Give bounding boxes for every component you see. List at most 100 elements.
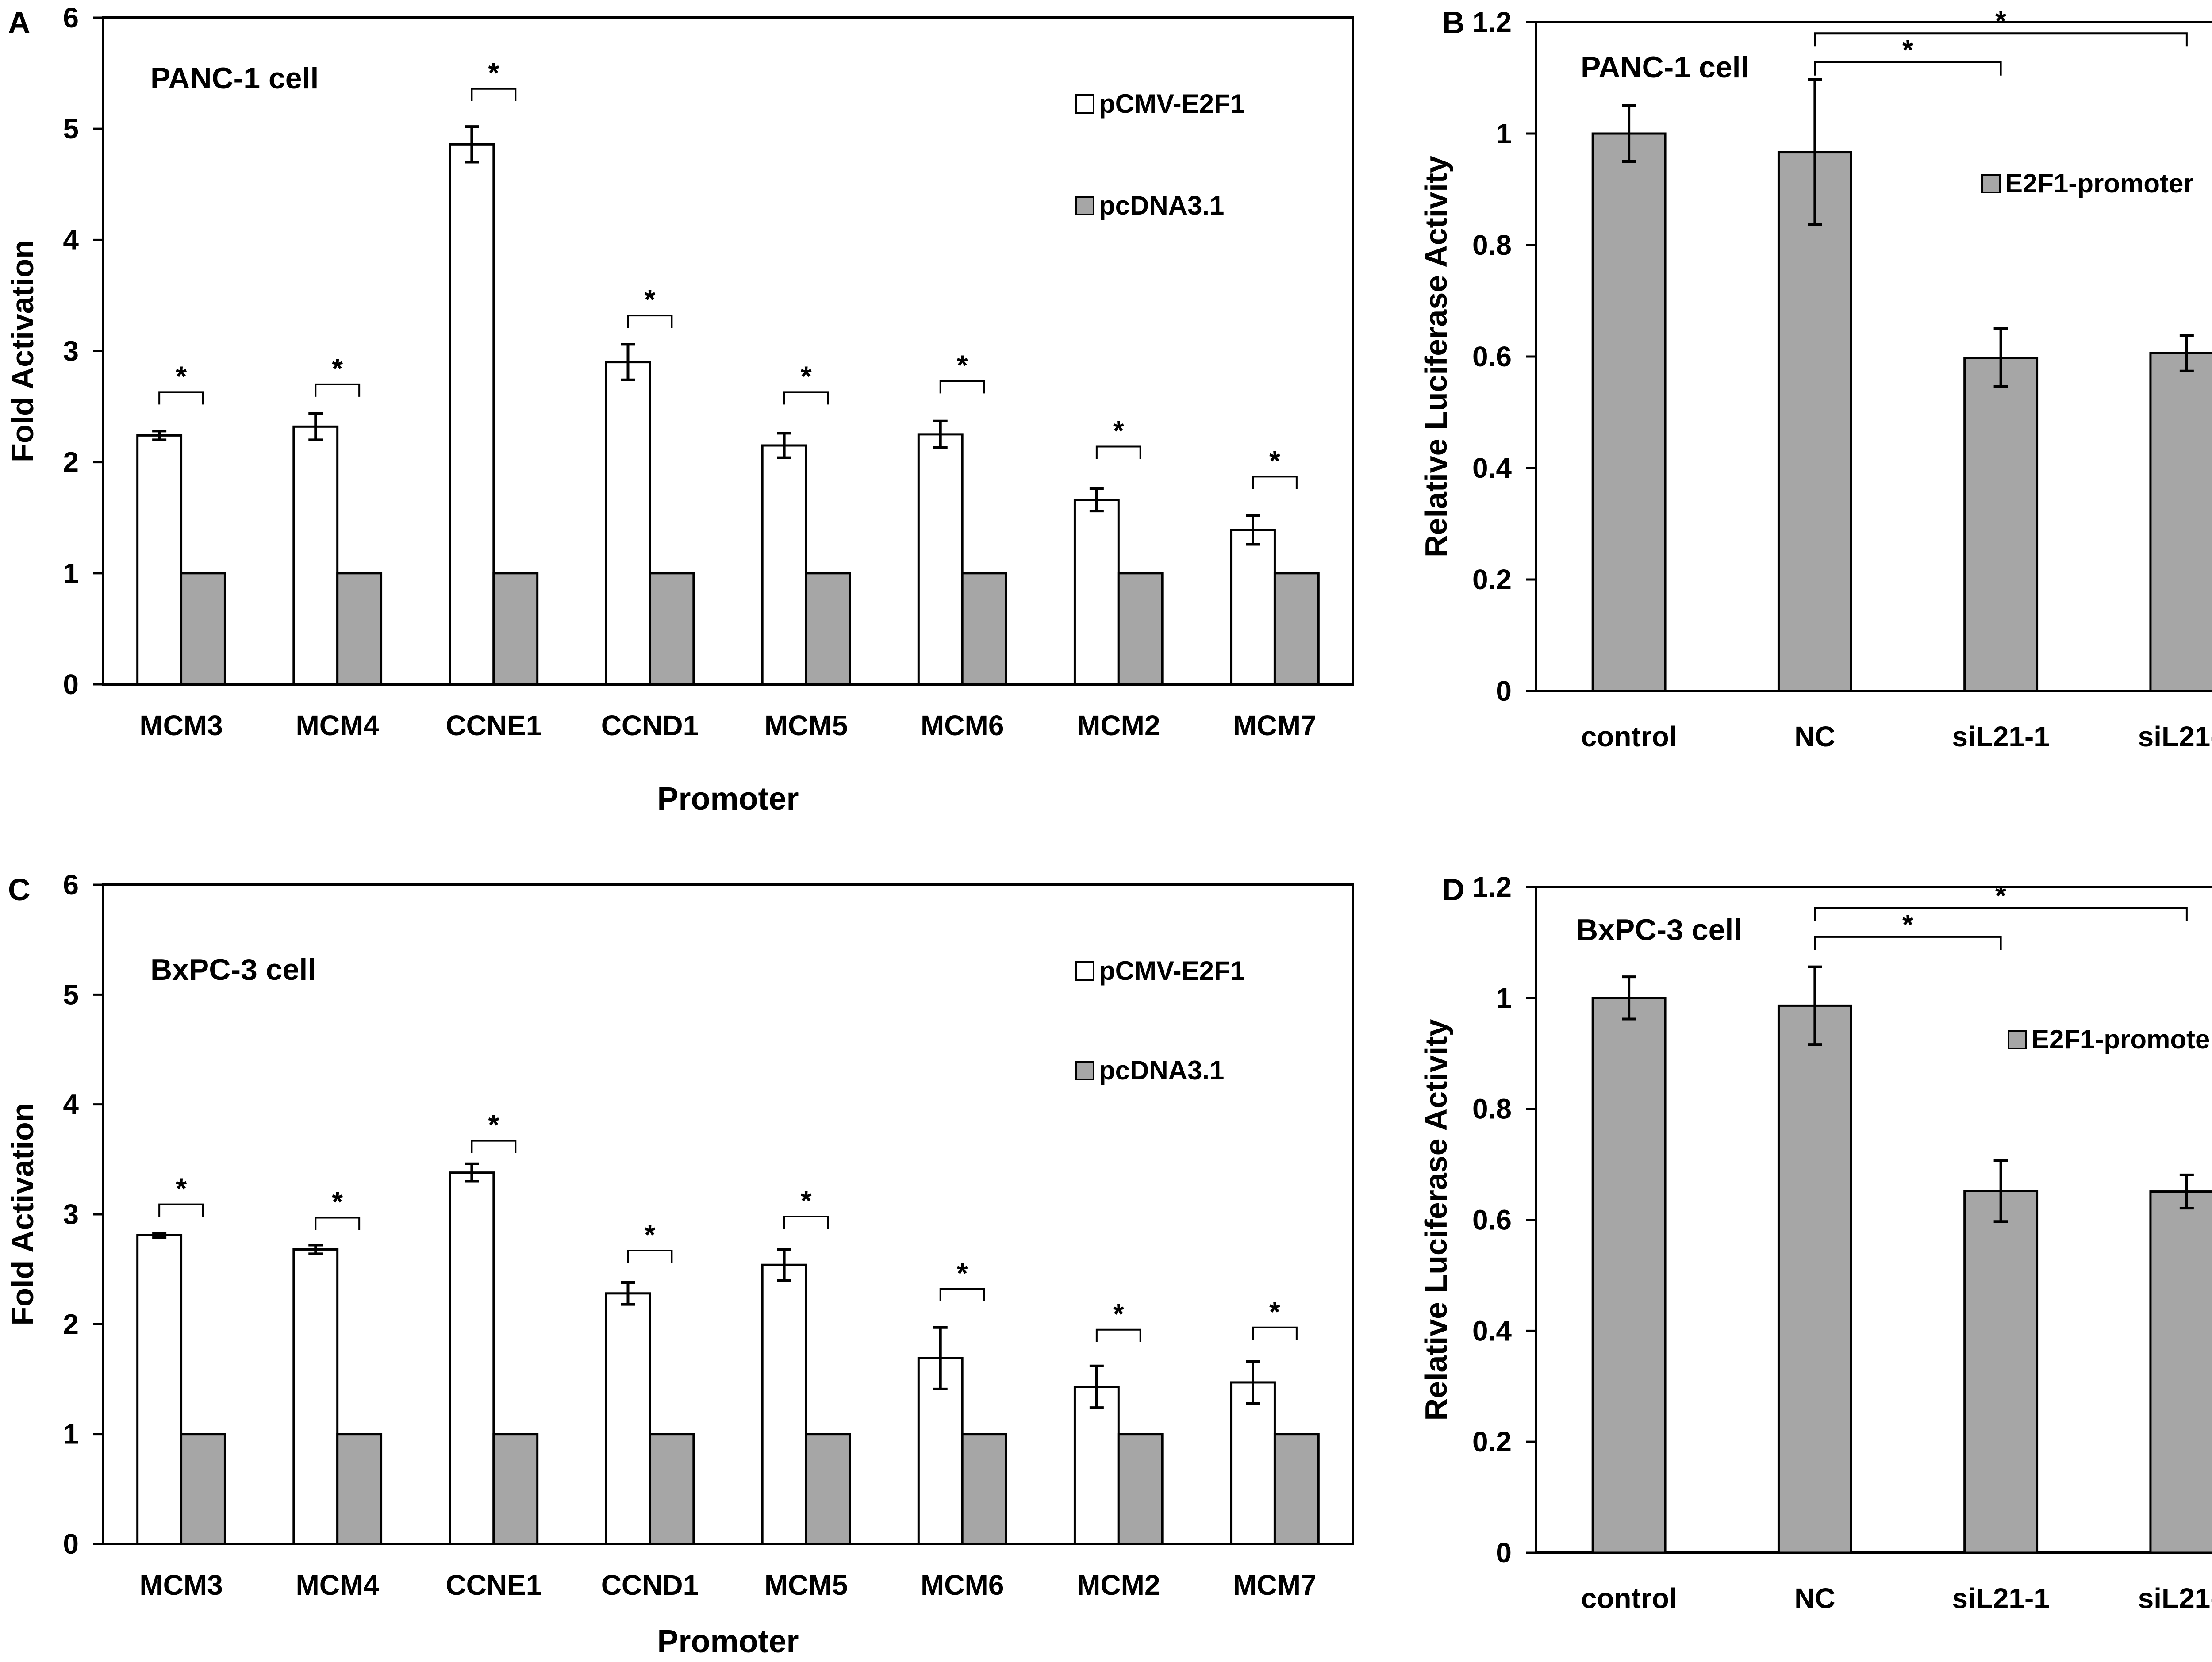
bracket-line [1814, 936, 2002, 950]
legend-entry: E2F1-promoter [1981, 169, 2194, 198]
error-bar [1808, 78, 1822, 226]
y-tick-label: 0.6 [1472, 1204, 1512, 1236]
bar-pcdna3-1-mcm7 [1273, 572, 1320, 686]
y-tick-label: 1 [63, 1418, 79, 1450]
y-axis-label: Fold Activation [5, 240, 40, 462]
y-tick-label: 0.8 [1472, 229, 1512, 261]
chart-panel-B: B 0 0.2 0.4 0.6 0.8 1 1.2 Relative Luciferase Ac… [1419, 5, 2212, 752]
error-bar [1622, 975, 1636, 1021]
bar-pcmv-e2f1-mcm2 [1073, 1386, 1120, 1545]
bracket-line [783, 391, 829, 405]
bracket-line [471, 1140, 517, 1153]
significance-star: * [332, 353, 343, 384]
significance-bracket: * [471, 1109, 517, 1153]
y-tick-label: 1.2 [1472, 871, 1512, 903]
legend-entry: E2F1-promoter [2008, 1025, 2212, 1054]
bracket-line [158, 1203, 204, 1217]
x-axis-label: Promoter [657, 1624, 799, 1659]
bar-pcdna3-1-mcm7 [1273, 1433, 1320, 1545]
bar-e2f1-promoter-sil21-2 [2149, 352, 2212, 692]
legend-entry: pCMV-E2F1 [1075, 956, 1245, 986]
legend-label: pcDNA3.1 [1099, 1056, 1224, 1085]
error-bar [1993, 327, 2008, 388]
legend-entry: pcDNA3.1 [1075, 191, 1224, 220]
error-bar [152, 430, 167, 441]
bar-e2f1-promoter-control [1591, 132, 1667, 692]
bracket-line [1814, 61, 2002, 76]
significance-star: * [488, 1109, 499, 1141]
legend-swatch [1075, 196, 1094, 215]
bar-pcmv-e2f1-ccne1 [449, 1171, 495, 1545]
legend-label: E2F1-promoter [2005, 169, 2194, 198]
significance-star: * [801, 360, 812, 392]
significance-bracket: * [1814, 880, 2188, 921]
error-bar [621, 343, 635, 381]
bar-pcdna3-1-mcm5 [805, 572, 851, 686]
bracket-line [1814, 907, 2188, 921]
significance-star: * [801, 1185, 812, 1217]
significance-bracket: * [315, 353, 361, 397]
bar-e2f1-promoter-control [1591, 997, 1667, 1554]
significance-star: * [1113, 1298, 1124, 1330]
bar-pcdna3-1-mcm2 [1117, 572, 1164, 686]
bar-pcmv-e2f1-mcm2 [1073, 499, 1120, 686]
legend-label: pcDNA3.1 [1099, 191, 1224, 220]
y-tick-label: 0.2 [1472, 1426, 1512, 1458]
significance-bracket: * [158, 1173, 204, 1217]
legend-label: pCMV-E2F1 [1099, 956, 1245, 986]
significance-star: * [957, 349, 968, 381]
bracket-line [939, 1288, 985, 1301]
significance-star: * [1995, 880, 2006, 912]
bar-pcdna3-1-mcm5 [805, 1433, 851, 1545]
y-tick-label: 1 [1496, 982, 1512, 1014]
error-bar [1808, 965, 1822, 1046]
x-tick-label: CCND1 [601, 710, 699, 741]
significance-bracket: * [939, 1257, 985, 1301]
panel-title: PANC-1 cell [1581, 50, 1749, 84]
bar-pcmv-e2f1-mcm3 [136, 1234, 183, 1545]
bracket-line [471, 88, 517, 101]
y-tick-label: 4 [63, 1089, 79, 1121]
x-tick-label: NC [1794, 1582, 1835, 1614]
error-bar [308, 412, 323, 441]
bracket-line [158, 391, 204, 405]
significance-star: * [1269, 1296, 1280, 1328]
bar-pcdna3-1-mcm3 [180, 1433, 226, 1545]
bar-e2f1-promoter-nc [1777, 151, 1852, 692]
significance-bracket: * [783, 360, 829, 405]
y-tick-label: 0.4 [1472, 452, 1512, 484]
bracket-line [783, 1215, 829, 1229]
error-bar [777, 432, 791, 459]
x-tick-label: MCM3 [139, 710, 223, 741]
x-tick-label: control [1581, 1582, 1677, 1614]
x-tick-label: siL21-2 [2138, 721, 2212, 752]
y-tick-label: 5 [63, 113, 79, 145]
legend-swatch [1075, 961, 1094, 981]
bar-pcmv-e2f1-mcm7 [1230, 529, 1276, 686]
significance-bracket: * [783, 1185, 829, 1229]
y-tick-label: 2 [63, 446, 79, 478]
bar-pcdna3-1-mcm4 [336, 1433, 383, 1545]
y-tick-label: 0 [1496, 1537, 1512, 1569]
y-tick-label: 6 [63, 869, 79, 901]
bracket-line [1252, 1326, 1298, 1340]
legend-label: E2F1-promoter [2032, 1025, 2212, 1054]
legend-label: pCMV-E2F1 [1099, 89, 1245, 119]
x-tick-label: CCNE1 [445, 1569, 541, 1601]
chart-panel-A: A 0 1 2 3 4 5 6 Fold Activation Promoter PANC-1 ce… [5, 2, 1354, 817]
error-bar [2179, 1173, 2194, 1210]
x-tick-label: MCM6 [921, 710, 1004, 741]
bar-e2f1-promoter-sil21-1 [1963, 357, 2039, 692]
error-bar [308, 1244, 323, 1255]
bar-pcmv-e2f1-ccnd1 [605, 361, 651, 686]
error-bar [933, 1326, 948, 1390]
significance-bracket: * [627, 284, 673, 328]
legend-swatch [1981, 174, 2001, 193]
significance-star: * [1902, 34, 1913, 66]
significance-bracket: * [939, 349, 985, 394]
y-tick-label: 1.2 [1472, 6, 1512, 38]
significance-star: * [332, 1186, 343, 1217]
x-tick-label: siL21-1 [1952, 721, 2050, 752]
x-tick-label: MCM6 [921, 1569, 1004, 1601]
